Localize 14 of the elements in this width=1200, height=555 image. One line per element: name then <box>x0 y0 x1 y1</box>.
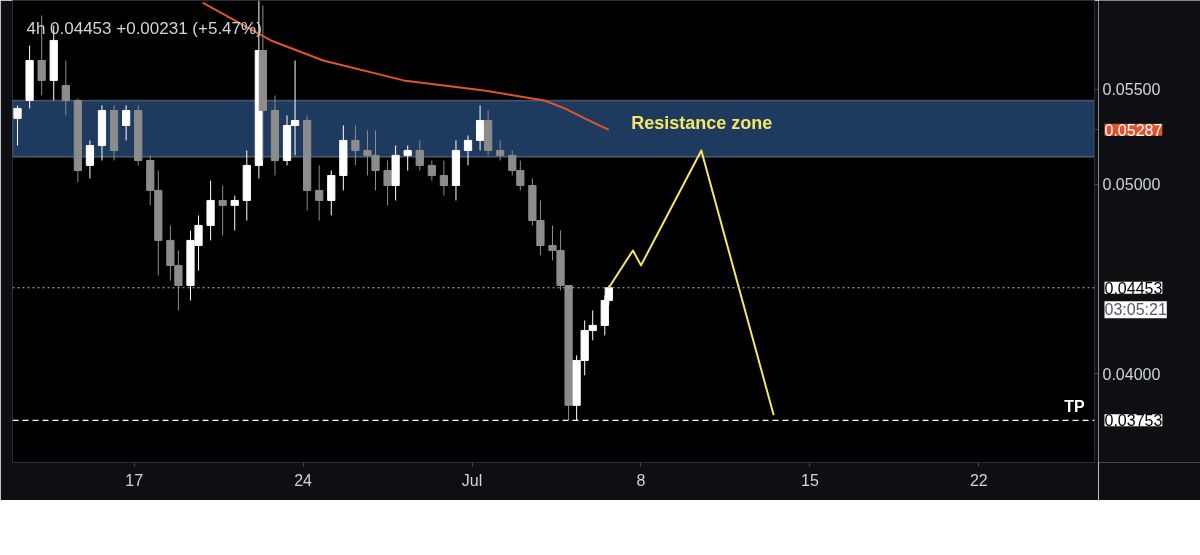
x-tick-label: 8 <box>636 471 646 489</box>
x-tick-label: 24 <box>294 471 313 489</box>
y-tick-label: 0.05000 <box>1102 176 1161 194</box>
y-tick-label: 0.05500 <box>1102 81 1161 99</box>
band-label: Resistance zone <box>631 112 773 133</box>
ref-line-label: 0.03753 <box>1104 412 1163 430</box>
annotation: TP <box>1064 397 1086 415</box>
x-tick-label: 17 <box>125 471 144 489</box>
y-tick-label: 0.04000 <box>1102 365 1161 383</box>
x-tick-label: 22 <box>969 471 988 489</box>
ref-line-label: 0.04453 03:05:21 <box>1104 279 1167 319</box>
y-tick-label: 0.05287 <box>1104 121 1163 139</box>
x-tick-label: Jul <box>461 471 483 489</box>
x-tick-label: 15 <box>801 471 819 489</box>
